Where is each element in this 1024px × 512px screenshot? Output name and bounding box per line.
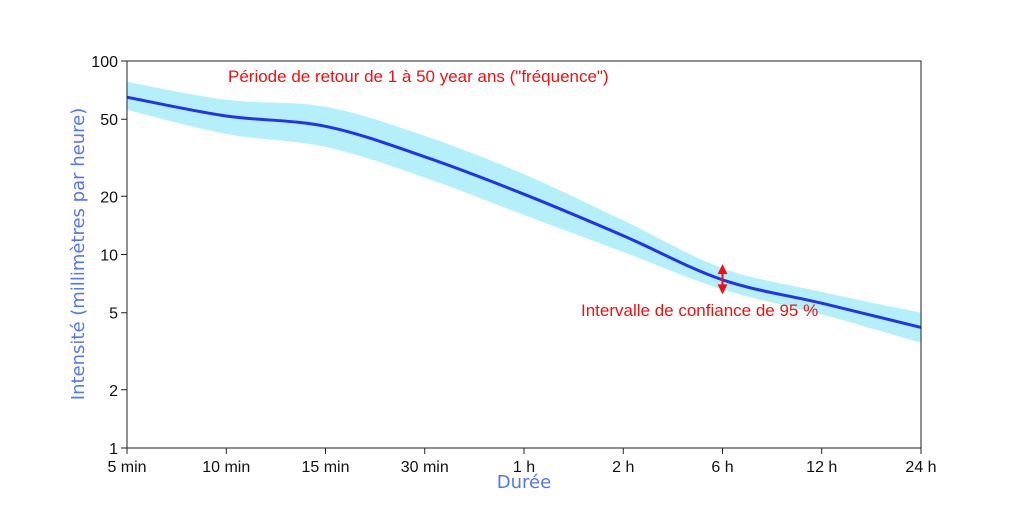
y-tick-label: 5 (109, 306, 118, 323)
y-tick-label: 50 (100, 112, 118, 129)
ci-marker-arrow-up (717, 264, 728, 275)
return-period-annotation: Période de retour de 1 à 50 year ans ("f… (228, 67, 609, 86)
ci-marker-arrow-down (717, 284, 728, 295)
x-tick-label: 6 h (711, 459, 733, 476)
x-tick-label: 1 h (513, 459, 535, 476)
x-tick-label: 12 h (806, 459, 837, 476)
x-tick-label: 2 h (612, 459, 634, 476)
x-tick-label: 10 min (202, 459, 250, 476)
x-tick-label: 5 min (107, 459, 146, 476)
y-tick-label: 20 (100, 189, 118, 206)
x-tick-label: 24 h (905, 459, 936, 476)
x-tick-label: 30 min (401, 459, 449, 476)
y-tick-label: 1 (109, 441, 118, 458)
y-axis: 1 2 5 10 20 50 100 (91, 54, 127, 458)
y-tick-label: 10 (100, 248, 118, 265)
x-axis-title: Durée (497, 472, 551, 493)
x-tick-label: 15 min (301, 459, 349, 476)
confidence-interval-annotation: Intervalle de confiance de 95 % (581, 301, 818, 320)
x-axis: 5 min 10 min 15 min 30 min 1 h 2 h 6 h 12 h 24 h (107, 448, 937, 476)
series-line-layer (126, 95, 922, 329)
y-tick-label: 2 (109, 383, 118, 400)
y-axis-title: Intensité (millimètres par heure) (68, 108, 89, 400)
series-line (126, 95, 922, 329)
y-tick-label: 100 (91, 54, 118, 71)
confidence-interval-marker (717, 264, 728, 295)
